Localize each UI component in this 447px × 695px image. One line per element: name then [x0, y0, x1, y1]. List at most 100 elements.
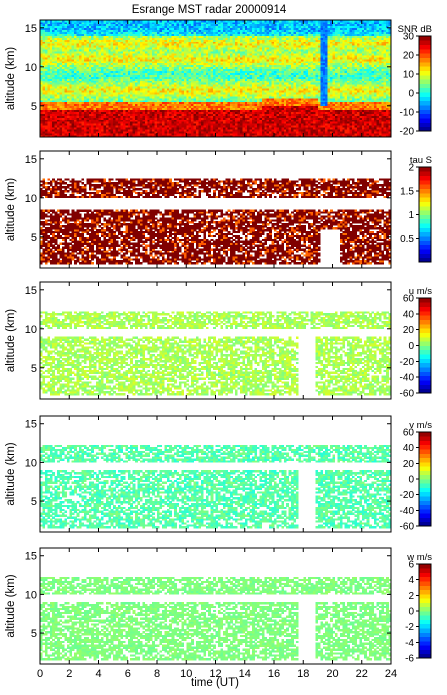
heatmap-cell — [74, 51, 77, 54]
heatmap-cell — [235, 90, 238, 93]
heatmap-cell — [96, 20, 99, 23]
heatmap-cell — [217, 59, 221, 62]
heatmap-cell — [191, 59, 194, 62]
heatmap-cell — [98, 80, 102, 83]
heatmap-cell — [200, 123, 204, 126]
heatmap-cell — [103, 43, 107, 46]
heatmap-cell — [110, 59, 114, 62]
heatmap-cell — [239, 57, 243, 60]
heatmap-cell — [188, 72, 192, 75]
heatmap-cell — [64, 94, 68, 97]
heatmap-cell — [215, 66, 219, 70]
heatmap-cell — [208, 51, 211, 54]
heatmap-cell — [66, 99, 70, 103]
heatmap-cell — [169, 101, 172, 105]
heatmap-cell — [225, 92, 228, 95]
heatmap-cell — [164, 43, 168, 46]
heatmap-cell — [215, 84, 219, 87]
heatmap-cell — [186, 76, 189, 79]
heatmap-cell — [205, 123, 209, 126]
heatmap-cell — [230, 92, 233, 95]
heatmap-cell — [120, 86, 124, 89]
heatmap-cell — [232, 45, 236, 48]
heatmap-cell — [76, 59, 80, 62]
heatmap-cell — [232, 27, 236, 31]
heatmap-cell — [166, 49, 170, 52]
heatmap-cell — [61, 96, 65, 99]
heatmap-cell — [227, 33, 231, 36]
heatmap-cell — [171, 64, 175, 68]
heatmap-cell — [208, 105, 211, 109]
heatmap-cell — [149, 125, 153, 128]
heatmap-cell — [83, 68, 87, 71]
heatmap-cell — [198, 29, 202, 32]
heatmap-cell — [110, 37, 114, 40]
heatmap-cell — [213, 90, 216, 93]
heatmap-cell — [227, 23, 231, 27]
heatmap-cell — [118, 59, 121, 62]
heatmap-cell — [130, 133, 133, 136]
heatmap-cell — [159, 135, 163, 138]
heatmap-cell — [239, 70, 243, 73]
heatmap-cell — [235, 55, 238, 58]
heatmap-cell — [79, 127, 82, 130]
heatmap-cell — [237, 53, 241, 56]
heatmap-cell — [171, 92, 175, 95]
heatmap-cell — [120, 51, 124, 54]
heatmap-cell — [64, 41, 68, 44]
heatmap-cell — [196, 133, 199, 136]
heatmap-cell — [81, 84, 85, 87]
heatmap-cell — [71, 53, 75, 56]
heatmap-cell — [103, 111, 107, 114]
heatmap-cell — [176, 31, 180, 34]
heatmap-cell — [157, 25, 160, 29]
heatmap-cell — [44, 29, 48, 32]
heatmap-cell — [157, 90, 160, 93]
heatmap-cell — [174, 49, 177, 52]
heatmap-cell — [217, 129, 221, 132]
heatmap-cell — [157, 64, 160, 68]
heatmap-cell — [96, 94, 99, 97]
heatmap-cell — [100, 64, 104, 68]
heatmap-cell — [122, 72, 126, 75]
heatmap-cell — [183, 101, 187, 105]
heatmap-cell — [208, 64, 211, 68]
heatmap-cell — [52, 27, 55, 31]
heatmap-cell — [64, 70, 68, 73]
heatmap-cell — [174, 68, 177, 71]
heatmap-cell — [222, 98, 226, 101]
heatmap-cell — [208, 47, 211, 50]
heatmap-cell — [152, 25, 155, 29]
heatmap-cell — [222, 78, 226, 81]
heatmap-cell — [137, 94, 141, 97]
heatmap-cell — [52, 117, 55, 120]
heatmap-cell — [91, 80, 94, 83]
heatmap-cell — [93, 98, 97, 101]
heatmap-cell — [86, 80, 90, 83]
heatmap-cell — [152, 131, 155, 134]
heatmap-cell — [217, 70, 221, 73]
heatmap-cell — [86, 98, 90, 101]
heatmap-cell — [79, 80, 82, 83]
heatmap-cell — [83, 45, 87, 48]
heatmap-cell — [213, 113, 216, 116]
heatmap-cell — [52, 47, 55, 50]
heatmap-cell — [108, 59, 111, 62]
heatmap-cell — [69, 25, 72, 29]
heatmap-cell — [76, 117, 80, 120]
heatmap-cell — [139, 72, 143, 75]
heatmap-cell — [120, 55, 124, 58]
heatmap-cell — [178, 84, 182, 87]
heatmap-cell — [74, 76, 77, 79]
heatmap-cell — [125, 23, 129, 27]
heatmap-cell — [88, 57, 92, 60]
heatmap-cell — [120, 80, 124, 83]
heatmap-cell — [81, 90, 85, 93]
heatmap-cell — [203, 84, 207, 87]
heatmap-cell — [122, 82, 126, 85]
heatmap-cell — [183, 76, 187, 79]
heatmap-cell — [159, 90, 163, 93]
heatmap-cell — [122, 135, 126, 138]
heatmap-cell — [130, 96, 133, 99]
